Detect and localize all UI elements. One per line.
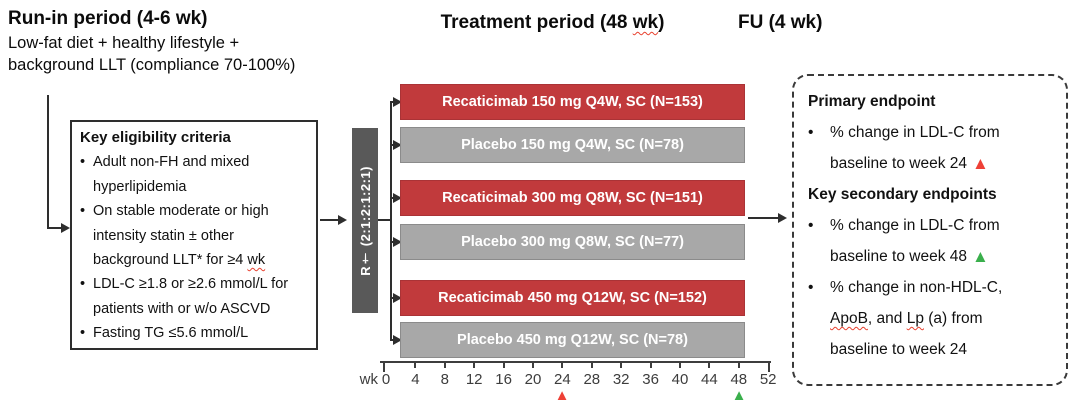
bullet-icon: • [80,276,86,293]
randomization-bar: R† (2:1:2:1:2:1) [352,128,378,313]
axis-tick [679,361,681,368]
branch-stub-2 [390,144,395,146]
eligibility-to-randomization-line [320,219,340,221]
axis-tick [443,361,446,368]
treatment-title-wk: wk [632,12,659,33]
axis-tick [414,361,417,368]
axis-tick-label: 24 [554,371,571,388]
bullet-icon: • [808,217,814,234]
axis-tick [737,361,740,368]
axis-tick-label: 32 [612,371,630,388]
secondary-endpoint-axis-marker: ▲ [724,388,754,404]
branch-arrowhead-icon [393,237,402,247]
axis-tick-label: 0 [381,371,391,388]
branch-arrowhead-icon [393,97,402,107]
axis-tick [473,361,476,368]
axis-tick [649,361,652,368]
treatment-period-title: Treatment period (48 wk) [440,12,665,33]
bullet-icon: • [808,124,814,141]
secondary-endpoint-bullet-2: •% change in non-HDL-C, ApoB, and Lp (a)… [808,272,1058,365]
secondary-endpoints-title: Key secondary endpoints [808,186,997,203]
axis-tick-label: 4 [411,371,420,388]
branch-arrowhead-icon [393,293,402,303]
branch-trunk-line [390,101,392,341]
bullet-icon: • [80,154,86,171]
bullet-icon: • [80,203,86,220]
branch-arrowhead-icon [393,335,402,345]
axis-tick [532,361,534,368]
branch-stub-1 [390,101,395,103]
axis-tick-label: 40 [671,371,689,388]
apob-squiggle: ApoB [830,310,868,327]
branch-arrowhead-icon [393,193,402,203]
green-triangle-icon: ▲ [731,387,747,404]
axis-tick-label: 12 [465,371,483,388]
follow-up-title: FU (4 wk) [738,12,823,33]
branch-stub-4 [390,241,395,243]
branch-connector-line [378,219,391,221]
axis-tick [561,361,564,368]
eligibility-bullet-2: • On stable moderate or high intensity st… [80,199,310,272]
axis-tick-label: 48 [730,371,748,388]
branch-stub-5 [390,297,395,299]
eligibility-to-randomization-arrowhead-icon [338,215,347,225]
axis-tick-label: 44 [701,371,718,388]
week-axis-line [380,361,771,363]
runin-subtitle-line2: background LLT (compliance 70-100%) [8,56,296,74]
runin-subtitle-line1: Low-fat diet + healthy lifestyle + [8,34,240,52]
eligibility-bullet-3: • LDL-C ≥1.8 or ≥2.6 mmol/L for patients … [80,272,310,321]
arm-bar-placebo-300: Placebo 300 mg Q8W, SC (N=77) [400,224,745,260]
endpoints-box: Primary endpoint •% change in LDL-C from… [792,74,1068,386]
primary-endpoint-axis-marker: ▲ [547,388,577,404]
eligibility-bullet-1: • Adult non-FH and mixed hyperlipidemia [80,150,310,199]
green-triangle-icon: ▲ [972,247,989,266]
primary-endpoint-bullet: •% change in LDL-C from baseline to week… [808,117,1058,179]
axis-unit-label: wk [359,371,378,388]
axis-tick [708,361,711,368]
red-triangle-icon: ▲ [554,387,570,404]
arm-bar-recaticimab-300: Recaticimab 300 mg Q8W, SC (N=151) [400,180,745,216]
runin-period-title: Run-in period (4-6 wk) [8,8,208,29]
axis-end-tick-right [768,361,770,372]
secondary-endpoint-bullet-1: •% change in LDL-C from baseline to week… [808,210,1058,272]
axis-tick [590,361,593,368]
axis-tick-label: 28 [583,371,601,388]
randomization-label: R† (2:1:2:1:2:1) [357,165,373,276]
branch-arrowhead-icon [393,140,402,150]
branch-stub-3 [390,197,395,199]
axis-tick [620,361,623,368]
axis-tick-label: 36 [642,371,659,388]
axis-tick-label: 16 [495,371,512,388]
arm-bar-recaticimab-450: Recaticimab 450 mg Q12W, SC (N=152) [400,280,745,316]
red-triangle-icon: ▲ [972,154,989,173]
runin-elbow-arrow-hline [47,227,63,229]
branch-stub-6 [390,339,395,341]
axis-end-tick-left [383,361,385,372]
arm-bar-placebo-450: Placebo 450 mg Q12W, SC (N=78) [400,322,745,358]
runin-elbow-arrow-vline [47,95,49,229]
eligibility-title: Key eligibility criteria [80,129,231,146]
eligibility-wk-squiggle: wk [247,252,266,269]
arms-to-endpoints-arrowhead-icon [778,213,787,223]
arm-bar-recaticimab-150: Recaticimab 150 mg Q4W, SC (N=153) [400,84,745,120]
runin-period-subtitle: Low-fat diet + healthy lifestyle + backgr… [8,32,295,76]
runin-elbow-arrowhead-icon [61,223,70,233]
bullet-icon: • [808,279,814,296]
axis-tick-label: 52 [759,371,777,388]
primary-endpoint-title: Primary endpoint [808,93,936,110]
axis-tick [502,361,505,368]
arm-bar-placebo-150: Placebo 150 mg Q4W, SC (N=78) [400,127,745,163]
eligibility-criteria-box: Key eligibility criteria • Adult non-FH a… [70,120,318,350]
arms-to-endpoints-line [748,217,780,219]
axis-tick-label: 20 [524,371,542,388]
eligibility-bullet-4: • Fasting TG ≤5.6 mmol/L [80,321,310,345]
bullet-icon: • [80,325,86,342]
lp-squiggle: Lp [906,310,924,327]
axis-tick-label: 8 [440,371,449,388]
